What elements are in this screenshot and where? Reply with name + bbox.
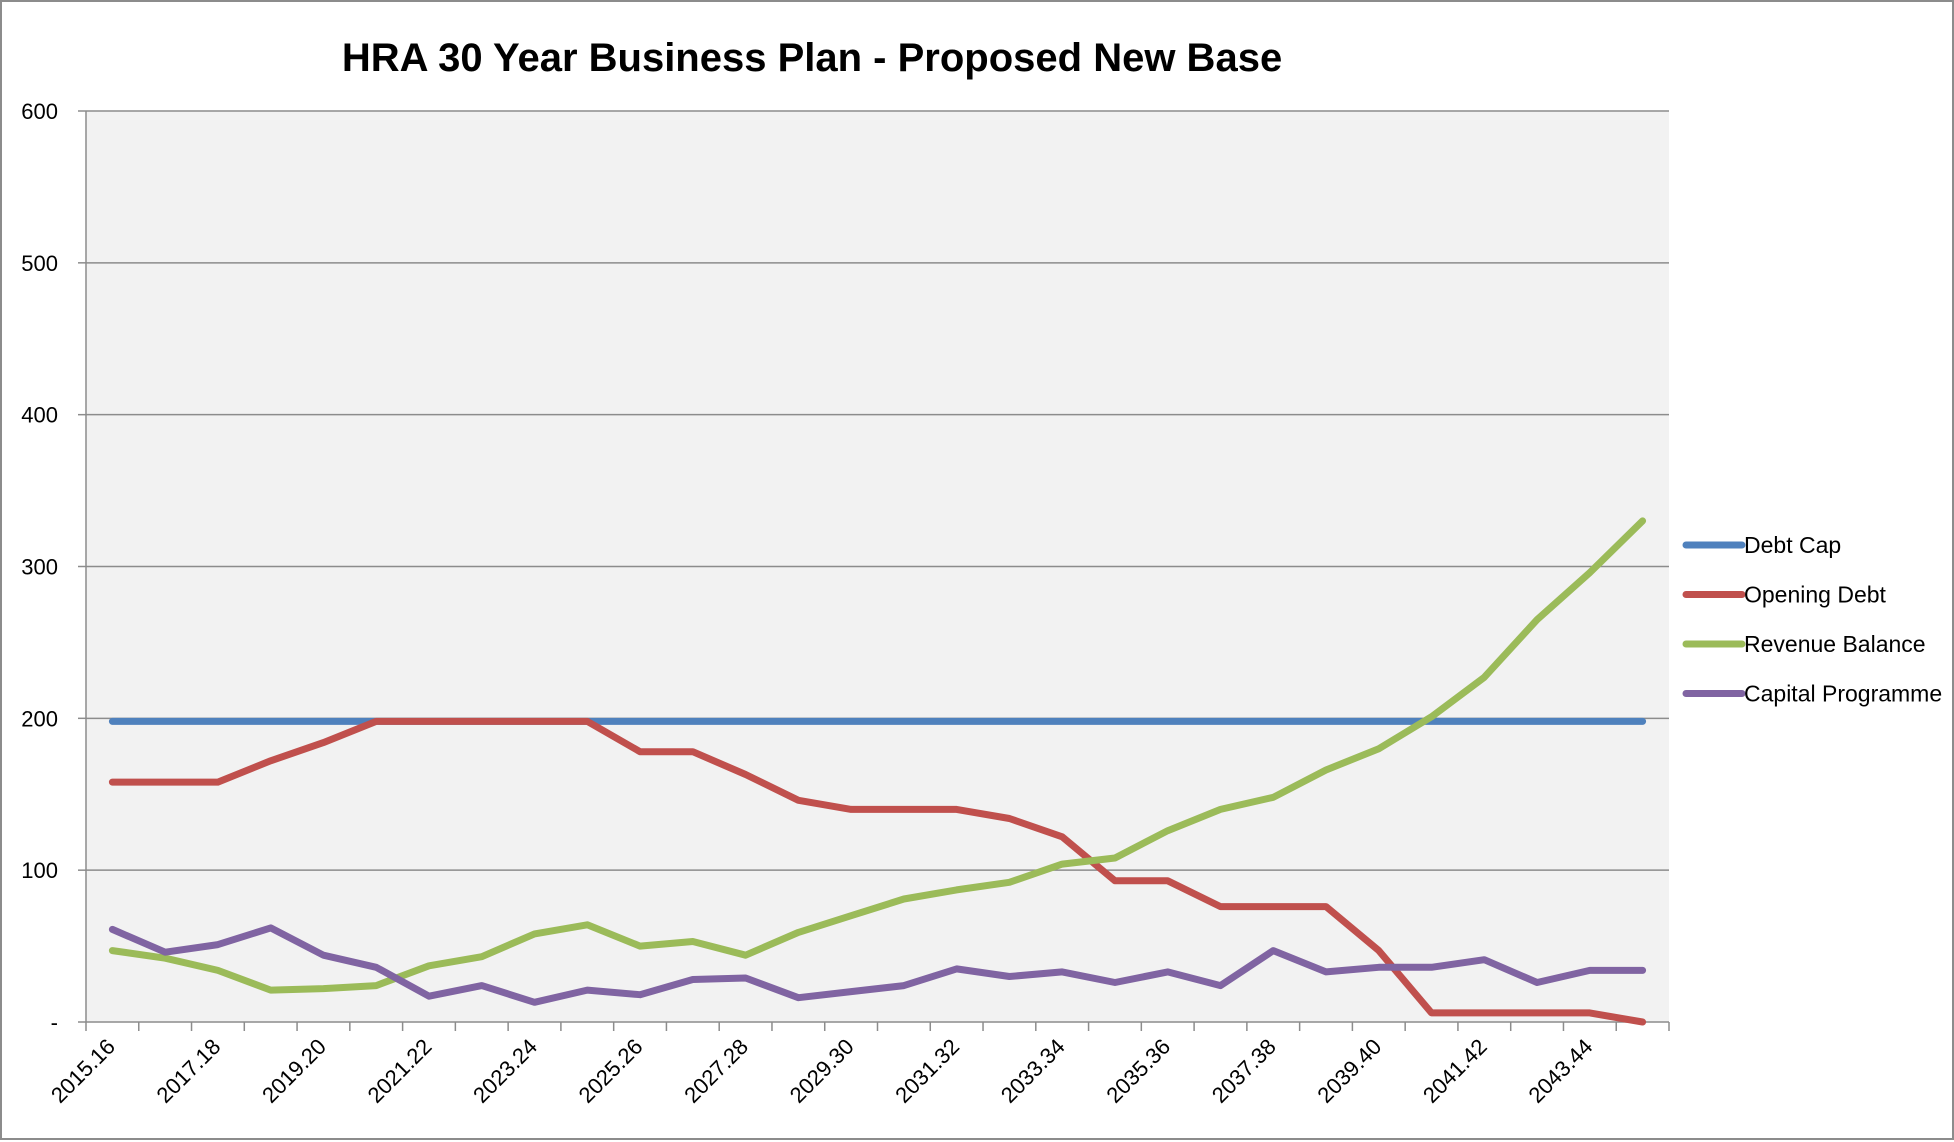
series-line-capital-programme	[108, 924, 1647, 1006]
y-tick-label: 500	[21, 251, 58, 276]
series-line-revenue-balance	[108, 517, 1647, 994]
x-tick-label: 2039.40	[1312, 1034, 1386, 1108]
x-tick-label: 2037.38	[1207, 1034, 1281, 1108]
y-tick-label: 100	[21, 858, 58, 883]
x-tick-label: 2023.24	[468, 1034, 542, 1108]
legend-label: Debt Cap	[1744, 532, 1841, 558]
chart-title: HRA 30 Year Business Plan - Proposed New…	[342, 36, 1282, 80]
x-tick-label: 2033.34	[996, 1034, 1070, 1108]
legend-label: Revenue Balance	[1744, 631, 1926, 657]
x-tick-label: 2041.42	[1418, 1034, 1492, 1108]
series-lines	[108, 517, 1647, 1026]
x-tick-label: 2021.22	[363, 1034, 437, 1108]
x-tick-label: 2015.16	[46, 1034, 120, 1108]
x-tick-label: 2025.26	[574, 1034, 648, 1108]
series-line-opening-debt	[108, 717, 1647, 1026]
legend-label: Opening Debt	[1744, 582, 1887, 608]
x-tick-label: 2043.44	[1523, 1034, 1597, 1108]
x-tick-label: 2017.18	[152, 1034, 226, 1108]
x-tick-label: 2035.36	[1101, 1034, 1175, 1108]
legend: Debt Cap Opening Debt Revenue Balance Capit…	[1682, 532, 1942, 707]
y-tick-label: 300	[21, 555, 58, 580]
x-tick-label: 2019.20	[257, 1034, 331, 1108]
x-tick-label: 2031.32	[890, 1034, 964, 1108]
y-tick-label: 400	[21, 403, 58, 428]
y-tick-label: 600	[21, 99, 58, 124]
y-tick-label: 200	[21, 706, 58, 731]
x-tick-label: 2029.30	[785, 1034, 859, 1108]
y-tick-label: -	[51, 1010, 58, 1035]
legend-label: Capital Programme	[1744, 681, 1942, 707]
x-tick-label: 2027.28	[679, 1034, 753, 1108]
